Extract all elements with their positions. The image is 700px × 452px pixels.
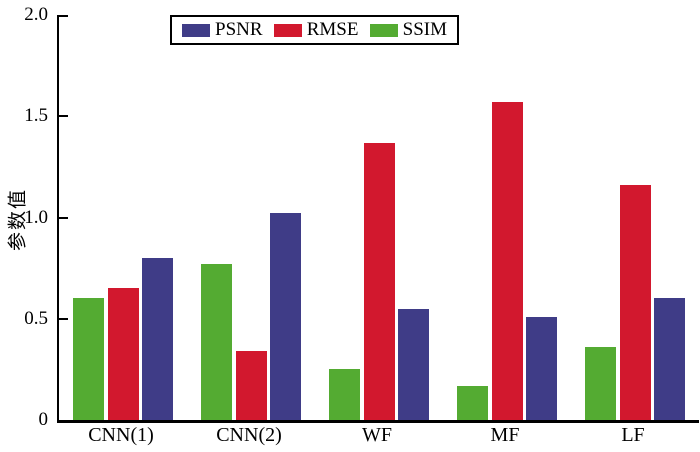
bar-psnr-cnn1 [142,258,173,420]
legend-label-rmse: RMSE [306,19,359,40]
y-tick-label-10: 1.0 [24,206,48,228]
legend-item-psnr: PSNR [182,19,263,41]
legend-item-ssim: SSIM [369,19,447,41]
bar-rmse-cnn2 [235,351,267,420]
y-tick-mark-20 [59,15,68,17]
y-tick-mark-15 [59,115,68,118]
x-tick-label-wf: WF [362,424,392,446]
bar-ssim-cnn2 [201,264,232,420]
x-tick-label-cnn1: CNN(1) [88,424,154,446]
bar-group-lf [585,185,685,420]
bar-psnr-lf [654,298,685,420]
legend-label-ssim: SSIM [402,19,447,40]
bar-group-wf [329,143,429,420]
rmse-color-swatch [273,23,302,37]
y-tick-label-15: 1.5 [24,105,48,127]
plot-area [57,15,699,423]
x-tick-label-lf: LF [621,424,645,446]
bar-ssim-lf [585,347,616,420]
bar-psnr-mf [526,317,557,420]
y-tick-label-05: 0.5 [24,307,48,329]
bar-rmse-cnn1 [107,288,139,420]
bar-rmse-lf [619,185,651,420]
legend-item-rmse: RMSE [273,19,359,41]
legend-label-psnr: PSNR [215,19,263,40]
y-tick-label-20: 2.0 [24,4,48,25]
y-tick-mark-05 [59,317,68,320]
bar-ssim-mf [457,386,488,420]
bar-group-cnn2 [201,213,301,420]
legend: PSNR RMSE SSIM [170,15,459,45]
psnr-color-swatch [182,23,210,37]
bar-ssim-cnn1 [73,298,104,420]
bar-ssim-wf [329,369,360,420]
bar-group-cnn1 [73,258,173,420]
y-tick-label-0: 0 [38,409,49,430]
bar-group-mf [457,102,557,420]
bar-rmse-mf [491,102,523,420]
x-tick-label-cnn2: CNN(2) [216,424,282,446]
bar-rmse-wf [363,143,395,420]
ssim-color-swatch [369,23,398,37]
y-tick-mark-10 [59,216,68,219]
bar-psnr-wf [398,309,429,420]
x-tick-label-mf: MF [490,424,520,446]
bar-psnr-cnn2 [270,213,301,420]
